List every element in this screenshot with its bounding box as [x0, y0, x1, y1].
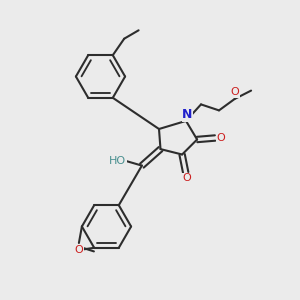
Text: O: O — [182, 173, 191, 184]
Text: N: N — [182, 108, 193, 122]
Text: O: O — [231, 87, 240, 98]
Text: HO: HO — [109, 155, 127, 166]
Text: O: O — [216, 133, 225, 143]
Text: O: O — [74, 244, 83, 255]
